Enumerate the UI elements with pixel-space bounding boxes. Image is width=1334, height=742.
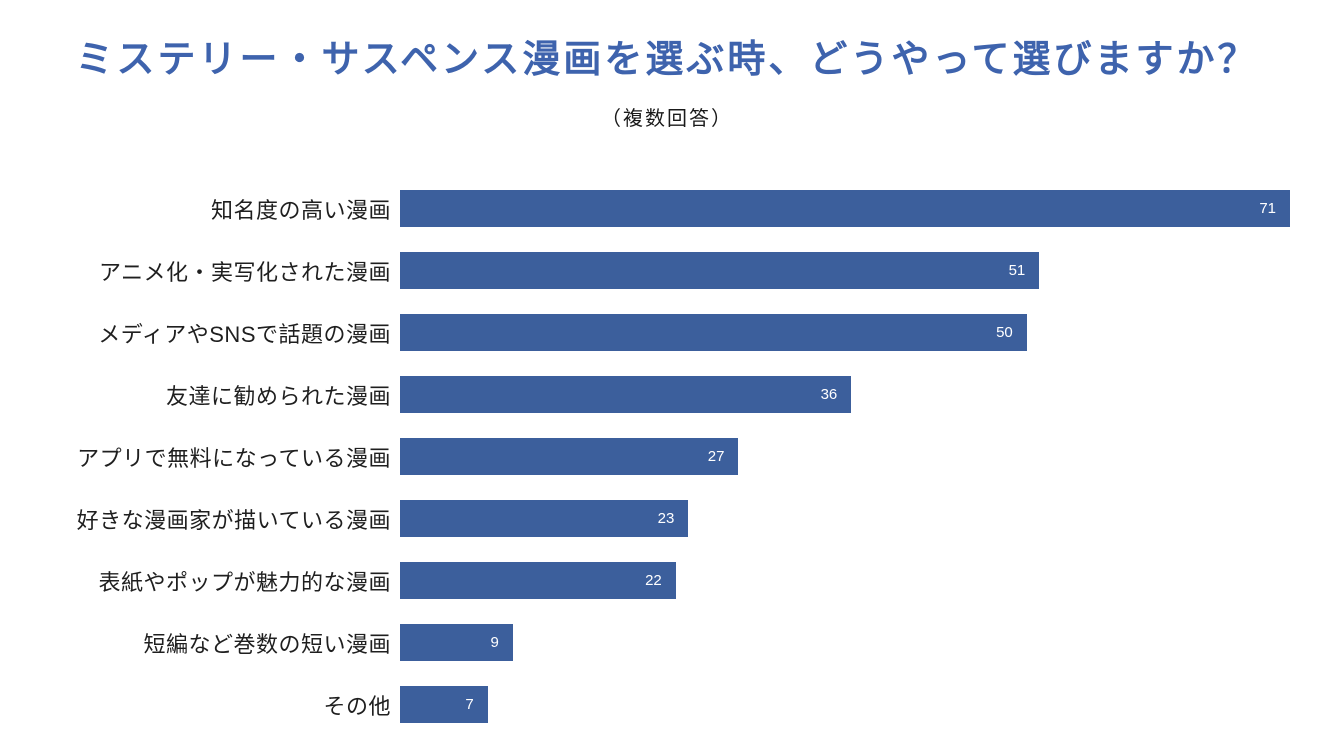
bar-value-label: 7 xyxy=(465,696,474,713)
bar-category-label: アニメ化・実写化された漫画 xyxy=(98,259,391,285)
bar-row: 知名度の高い漫画 71 xyxy=(0,190,1290,227)
bar-category-label: アプリで無料になっている漫画 xyxy=(77,445,391,471)
bar: 23 xyxy=(400,500,689,537)
bar-track: 23 xyxy=(400,500,1290,537)
bar-track: 22 xyxy=(400,562,1290,599)
bar: 27 xyxy=(400,438,739,475)
bar-row: 友達に勧められた漫画 36 xyxy=(0,376,1290,413)
bar-track: 51 xyxy=(400,252,1290,289)
bar: 36 xyxy=(400,376,852,413)
chart-title: ミステリー・サスペンス漫画を選ぶ時、どうやって選びますか？ xyxy=(75,39,1259,81)
bar-track: 36 xyxy=(400,376,1290,413)
bar-value-label: 36 xyxy=(820,386,838,403)
bar-value-label: 71 xyxy=(1259,200,1276,217)
bar-category-label: 好きな漫画家が描いている漫画 xyxy=(76,507,391,533)
bar-value-label: 22 xyxy=(645,572,662,589)
bar: 51 xyxy=(400,252,1040,289)
bar-category-label: メディアやSNSで話題の漫画 xyxy=(98,321,391,347)
bar-category-label: 友達に勧められた漫画 xyxy=(165,383,391,409)
bar-chart: 知名度の高い漫画 71 アニメ化・実写化された漫画 51 メディアやSNSで話題の漫画 5… xyxy=(0,190,1290,723)
bar-category-label: 知名度の高い漫画 xyxy=(210,197,391,223)
bar-value-label: 51 xyxy=(1008,262,1026,279)
bar-category-label: 表紙やポップが魅力的な漫画 xyxy=(98,569,391,595)
bar-category-label: その他 xyxy=(323,693,391,719)
bar: 71 xyxy=(400,190,1290,227)
bar-row: アニメ化・実写化された漫画 51 xyxy=(0,252,1290,289)
bar-track: 9 xyxy=(400,624,1290,661)
bar-track: 71 xyxy=(400,190,1290,227)
bar-row: アプリで無料になっている漫画 27 xyxy=(0,438,1290,475)
bar-category-label: 短編など巻数の短い漫画 xyxy=(143,631,391,657)
bar: 9 xyxy=(400,624,513,661)
bar-row: 短編など巻数の短い漫画 9 xyxy=(0,624,1290,661)
bar-value-label: 9 xyxy=(490,634,499,651)
bar-track: 7 xyxy=(400,686,1290,723)
bar-value-label: 23 xyxy=(657,510,675,527)
bar: 22 xyxy=(400,562,676,599)
bar-track: 50 xyxy=(400,314,1290,351)
bar-row: その他 7 xyxy=(0,686,1290,723)
bar-value-label: 27 xyxy=(707,448,725,465)
bar-row: メディアやSNSで話題の漫画 50 xyxy=(0,314,1290,351)
bar-row: 好きな漫画家が描いている漫画 23 xyxy=(0,500,1290,537)
bar-row: 表紙やポップが魅力的な漫画 22 xyxy=(0,562,1290,599)
bar: 50 xyxy=(400,314,1027,351)
bar-value-label: 50 xyxy=(996,324,1013,341)
chart-subtitle: （複数回答） xyxy=(601,108,733,130)
bar-track: 27 xyxy=(400,438,1290,475)
bar: 7 xyxy=(400,686,488,723)
